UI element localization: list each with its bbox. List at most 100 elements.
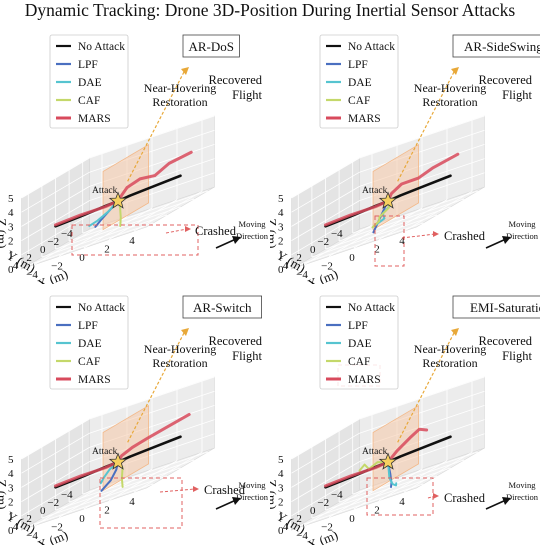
y-tick-label: 4 — [283, 521, 289, 533]
gridline — [55, 467, 181, 511]
gridline — [21, 186, 90, 227]
z-tick-label: 2 — [278, 497, 284, 509]
gridline — [21, 200, 90, 241]
gridline — [89, 129, 215, 173]
legend-label: LPF — [78, 320, 98, 332]
recovered-label: Recovered — [209, 334, 263, 348]
z-tick-label: 2 — [8, 236, 14, 248]
gridline — [291, 418, 360, 460]
gridline — [291, 171, 360, 213]
z-tick-label: 4 — [278, 468, 284, 480]
gridline — [21, 157, 90, 199]
direction-label: Direction — [506, 231, 539, 241]
moving-arrowhead — [232, 497, 241, 505]
restoration-label: Restoration — [422, 356, 477, 370]
legend-label: No Attack — [348, 302, 395, 314]
gridline — [403, 190, 473, 232]
gridline — [359, 129, 485, 173]
near-hovering-label: Near-Hovering — [414, 81, 486, 95]
gridline — [291, 214, 360, 256]
x-tick-label: −2 — [321, 260, 333, 272]
recovered-label: Recovered — [479, 334, 533, 348]
crashed-box — [374, 215, 405, 267]
y-tick-label: −2 — [317, 497, 329, 509]
recovery-arrow — [127, 69, 186, 182]
crashed-box — [366, 477, 434, 516]
legend-label: DAE — [348, 77, 372, 89]
x-tick-label: −2 — [51, 260, 63, 272]
crashed-arrow — [159, 488, 196, 493]
x-tick-label: 4 — [129, 235, 135, 247]
attack-label: Attack — [362, 186, 388, 196]
flight-label: Flight — [502, 349, 532, 363]
x-tick-label: 4 — [399, 235, 405, 247]
gridline — [21, 171, 90, 213]
grid — [291, 115, 485, 266]
panel-title: AR-Switch — [193, 300, 252, 315]
z-tick-label: 3 — [8, 482, 14, 494]
legend: No Attack LPF DAE CAF MARS — [319, 34, 399, 129]
near-hovering-label: Near-Hovering — [414, 342, 486, 356]
moving-arrow — [485, 238, 507, 249]
gridline — [325, 467, 451, 511]
x-tick-label: 2 — [104, 505, 110, 517]
series-line-mars — [324, 152, 460, 227]
legend-label: LPF — [78, 59, 98, 71]
legend-label: DAE — [348, 338, 372, 350]
near-hovering-label: Near-Hovering — [144, 342, 216, 356]
legend-label: MARS — [78, 374, 111, 386]
figure-title: Dynamic Tracking: Drone 3D-Position Duri… — [24, 0, 516, 20]
y-tick-label: −4 — [331, 228, 343, 240]
legend: No Attack LPF DAE CAF MARS — [319, 295, 399, 390]
z-tick-label: 0 — [278, 525, 284, 537]
z-tick-label: 5 — [278, 454, 284, 466]
gridline — [291, 157, 360, 199]
x-tick-label: −2 — [321, 521, 333, 533]
x-tick-label: 4 — [399, 496, 405, 508]
x-tick-label: −2 — [51, 521, 63, 533]
gridline — [41, 214, 168, 258]
y-tick-label: 0 — [310, 505, 316, 517]
moving-arrow — [485, 499, 507, 510]
series-line-caf — [371, 200, 390, 229]
moving-arrow — [215, 238, 237, 249]
attack-star — [378, 191, 398, 209]
z-tick-label: 0 — [8, 264, 14, 276]
attack-star — [378, 452, 398, 470]
z-tick-label: 5 — [8, 193, 14, 205]
z-tick-label: 4 — [8, 207, 14, 219]
near-hovering-label: Near-Hovering — [144, 81, 216, 95]
z-axis-label: Z (m) — [0, 219, 10, 249]
crashed-label: Crashed — [444, 491, 486, 505]
z-axis-label: Z (m) — [270, 480, 280, 510]
recovery-arrowhead — [451, 67, 459, 75]
y-tick-label: 2 — [26, 513, 32, 525]
crashed-box — [71, 224, 199, 256]
moving-label: Moving — [509, 219, 537, 229]
y-tick-label: −4 — [61, 228, 73, 240]
y-tick-label: 2 — [296, 252, 302, 264]
restoration-label: Restoration — [152, 356, 207, 370]
x-tick-label: 4 — [129, 496, 135, 508]
crashed-arrowhead — [185, 226, 191, 232]
attack-star — [108, 191, 128, 209]
series-line-mars — [54, 150, 193, 227]
series-line-mars — [324, 427, 429, 488]
crashed-label: Crashed — [195, 224, 237, 238]
direction-label: Direction — [236, 492, 269, 502]
z-tick-label: 5 — [278, 193, 284, 205]
panel-title-box — [182, 34, 240, 58]
recovered-label: Recovered — [479, 73, 533, 87]
panel-title-box — [452, 295, 540, 319]
z-tick-label: 3 — [8, 221, 14, 233]
z-tick-label: 2 — [8, 497, 14, 509]
z-tick-label: 0 — [8, 525, 14, 537]
legend-box — [319, 34, 399, 129]
recovery-arrow — [127, 330, 186, 443]
restoration-label: Restoration — [422, 95, 477, 109]
x-tick-label: 2 — [374, 505, 380, 517]
z-tick-label: 2 — [278, 236, 284, 248]
